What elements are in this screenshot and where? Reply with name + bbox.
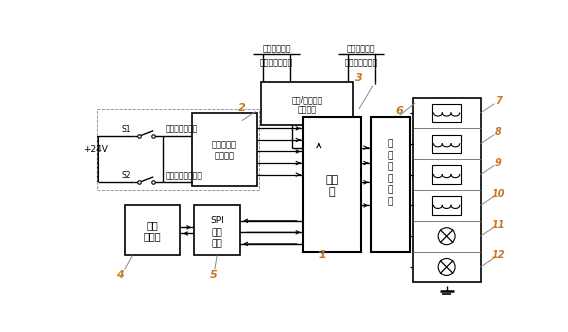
Text: +24V: +24V xyxy=(83,145,108,154)
Text: 2: 2 xyxy=(238,103,246,113)
Bar xyxy=(432,196,461,214)
Text: 电: 电 xyxy=(388,186,393,195)
Bar xyxy=(432,104,461,122)
Text: 接口: 接口 xyxy=(212,228,223,237)
Circle shape xyxy=(438,228,455,245)
Text: 输: 输 xyxy=(388,139,393,148)
Text: 传感器: 传感器 xyxy=(144,232,161,242)
Text: 8: 8 xyxy=(495,127,502,137)
Text: 口: 口 xyxy=(388,174,393,183)
Text: 采集电路: 采集电路 xyxy=(298,105,317,114)
Text: 单片: 单片 xyxy=(325,175,339,185)
Text: 油门踏板信号: 油门踏板信号 xyxy=(262,44,291,53)
Bar xyxy=(194,206,240,255)
Text: 出: 出 xyxy=(388,151,393,160)
Circle shape xyxy=(438,259,455,276)
Text: 1: 1 xyxy=(319,250,327,260)
Bar xyxy=(432,165,461,184)
Bar xyxy=(97,109,259,190)
Text: 自动驻车开关信号: 自动驻车开关信号 xyxy=(166,171,203,180)
Text: 制动踏板信号: 制动踏板信号 xyxy=(347,44,375,53)
Text: 气压传感器信号: 气压传感器信号 xyxy=(345,58,378,67)
Text: 采集电路: 采集电路 xyxy=(215,151,235,160)
Bar xyxy=(371,117,410,252)
Bar xyxy=(303,117,361,252)
Text: S1: S1 xyxy=(122,124,131,134)
Bar xyxy=(261,82,353,124)
Text: 7: 7 xyxy=(495,96,502,107)
Text: 路: 路 xyxy=(388,197,393,206)
Text: 9: 9 xyxy=(495,158,502,168)
Text: 接: 接 xyxy=(388,162,393,171)
Text: S2: S2 xyxy=(122,171,131,180)
Text: 3: 3 xyxy=(355,73,363,83)
Text: 6: 6 xyxy=(396,106,403,116)
Text: 10: 10 xyxy=(491,189,505,199)
Text: 电路: 电路 xyxy=(212,239,223,248)
Text: 机: 机 xyxy=(329,187,336,197)
Text: 4: 4 xyxy=(116,270,124,280)
Text: 开关量信号: 开关量信号 xyxy=(212,140,237,149)
Text: 手制动开关信号: 手制动开关信号 xyxy=(166,124,198,134)
Bar xyxy=(432,134,461,153)
Text: 角度: 角度 xyxy=(147,220,158,230)
Text: SPI: SPI xyxy=(210,216,224,225)
Text: 电压/频率信号: 电压/频率信号 xyxy=(291,95,323,104)
Text: 5: 5 xyxy=(210,270,217,280)
Bar xyxy=(192,113,257,186)
Bar xyxy=(413,98,481,283)
Text: 11: 11 xyxy=(491,220,505,230)
Text: 12: 12 xyxy=(491,250,505,260)
Text: 车速传感器信号: 车速传感器信号 xyxy=(260,58,293,67)
Bar xyxy=(125,206,180,255)
